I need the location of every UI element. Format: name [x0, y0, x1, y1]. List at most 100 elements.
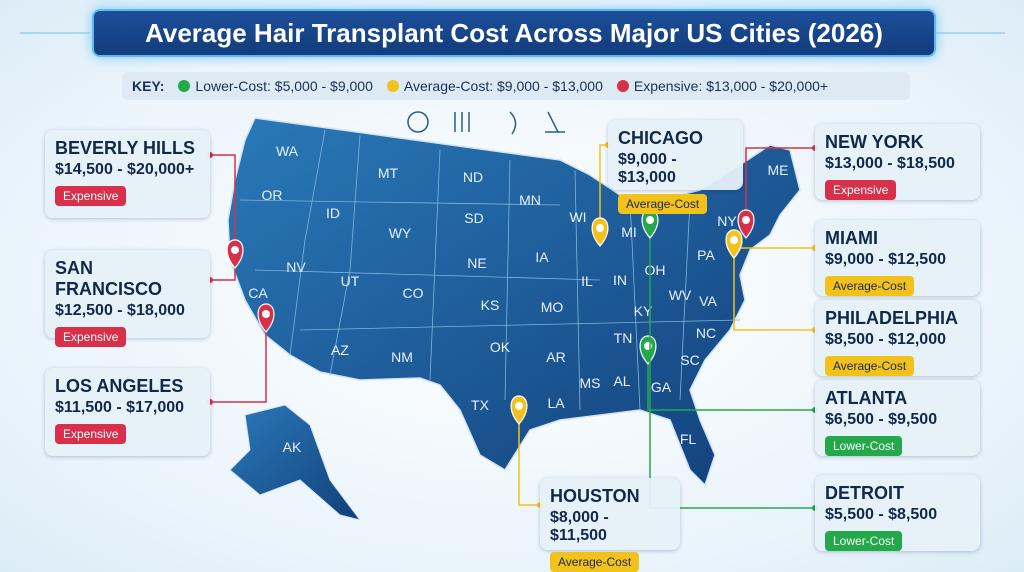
- legend-dot: [178, 80, 191, 92]
- tier-badge: Average-Cost: [550, 552, 640, 572]
- tier-badge: Expensive: [55, 424, 127, 444]
- state-label: NM: [391, 349, 413, 365]
- state-label: NE: [467, 255, 486, 271]
- city-card: PHILADELPHIA $8,500 - $12,000 Average-Cost: [815, 300, 980, 376]
- city-range: $12,500 - $18,000: [55, 302, 185, 319]
- state-label: MT: [378, 165, 399, 181]
- city-card: LOS ANGELES $11,500 - $17,000 Expensive: [45, 368, 210, 456]
- legend-item: Expensive: $13,000 - $20,000+: [616, 78, 829, 94]
- pin-hole: [231, 246, 239, 254]
- state-label: SC: [680, 352, 699, 368]
- state-label: NC: [696, 325, 716, 341]
- state-label: AR: [546, 349, 565, 365]
- state-label: OK: [490, 339, 511, 355]
- pin-hole: [515, 402, 523, 410]
- alaska: [229, 404, 362, 521]
- connector: [210, 268, 236, 281]
- state-label: OH: [645, 262, 666, 278]
- tier-badge: Lower-Cost: [825, 436, 903, 456]
- city-range: $8,500 - $12,000: [825, 331, 946, 348]
- state-label: GA: [651, 379, 672, 395]
- state-label: IL: [581, 273, 593, 289]
- state-label: WA: [276, 143, 299, 159]
- connector: [210, 154, 236, 268]
- legend-item: Average-Cost: $9,000 - $13,000: [386, 78, 603, 94]
- state-label: IA: [535, 249, 549, 265]
- legend-text: Average-Cost: $9,000 - $13,000: [403, 78, 603, 94]
- legend-text: Expensive: $13,000 - $20,000+: [633, 78, 829, 94]
- city-name: HOUSTON: [550, 486, 640, 506]
- pin-hole: [596, 224, 604, 232]
- connector: [745, 147, 815, 238]
- city-card: DETROIT $5,500 - $8,500 Lower-Cost: [815, 475, 980, 551]
- legend-item: Lower-Cost: $5,000 - $9,000: [178, 78, 373, 94]
- legend-label: KEY:: [132, 78, 165, 94]
- state-label: SD: [464, 210, 483, 226]
- city-range: $8,000 - $11,500: [550, 509, 609, 544]
- state-label: TN: [614, 330, 633, 346]
- state-label: MI: [621, 224, 637, 240]
- legend: KEY: Lower-Cost: $5,000 - $9,000 Average-C…: [122, 72, 910, 100]
- pin-hole: [262, 310, 270, 318]
- state-label: FL: [680, 431, 697, 447]
- city-name: MIAMI: [825, 228, 878, 248]
- connector: [210, 332, 267, 403]
- city-range: $5,500 - $8,500: [825, 506, 938, 523]
- tier-badge: Average-Cost: [618, 194, 708, 214]
- state-label: TX: [471, 397, 490, 413]
- icon-row: [407, 111, 565, 135]
- tier-badge: Expensive: [825, 180, 897, 200]
- pin-hole: [644, 342, 652, 350]
- state-label: LA: [547, 395, 565, 411]
- legend-text: Lower-Cost: $5,000 - $9,000: [195, 78, 373, 94]
- state-label: OR: [262, 187, 283, 203]
- state-label: UT: [341, 273, 360, 289]
- tier-badge: Expensive: [55, 186, 127, 206]
- state-label: KS: [481, 297, 500, 313]
- city-range: $11,500 - $17,000: [55, 399, 185, 416]
- state-label: KY: [634, 303, 653, 319]
- city-range: $14,500 - $20,000+: [55, 161, 195, 178]
- city-card: SAN FRANCISCO $12,500 - $18,000 Expensive: [45, 250, 210, 347]
- city-range: $6,500 - $9,500: [825, 411, 938, 428]
- state-label: AL: [613, 373, 630, 389]
- state-label: ND: [463, 169, 483, 185]
- connector: [733, 258, 815, 331]
- pin-hole: [646, 216, 654, 224]
- legend-dot: [386, 80, 399, 92]
- tier-badge: Average-Cost: [825, 356, 915, 376]
- city-name: SAN FRANCISCO: [55, 258, 162, 299]
- city-name: ATLANTA: [825, 388, 908, 408]
- pin-hole: [730, 236, 738, 244]
- state-label: MS: [580, 375, 601, 391]
- city-name: LOS ANGELES: [55, 376, 184, 396]
- city-range: $9,000 - $13,000: [618, 151, 677, 186]
- city-card: MIAMI $9,000 - $12,500 Average-Cost: [815, 220, 980, 296]
- city-card: NEW YORK $13,000 - $18,500 Expensive: [815, 124, 980, 200]
- state-label: CO: [403, 285, 424, 301]
- state-label: ME: [768, 162, 789, 178]
- city-card: BEVERLY HILLS $14,500 - $20,000+ Expensive: [45, 130, 210, 218]
- state-label: AK: [283, 439, 302, 455]
- state-label: MO: [541, 299, 564, 315]
- city-name: CHICAGO: [618, 128, 703, 148]
- city-card: CHICAGO $9,000 - $13,000 Average-Cost: [608, 120, 743, 214]
- connector: [518, 424, 540, 506]
- city-name: DETROIT: [825, 483, 904, 503]
- state-borders: [239, 129, 741, 411]
- state-label: PA: [697, 247, 715, 263]
- state-label: WI: [569, 209, 586, 225]
- state-label: WY: [389, 225, 412, 241]
- city-card: ATLANTA $6,500 - $9,500 Lower-Cost: [815, 380, 980, 456]
- tier-badge: Expensive: [55, 327, 127, 347]
- city-name: NEW YORK: [825, 132, 924, 152]
- state-label: NY: [717, 213, 737, 229]
- city-range: $13,000 - $18,500: [825, 155, 955, 172]
- state-label: ID: [326, 205, 340, 221]
- city-card: HOUSTON $8,000 - $11,500 Average-Cost: [540, 478, 680, 572]
- state-label: IN: [613, 272, 627, 288]
- state-label: CA: [248, 285, 268, 301]
- state-label: VA: [699, 293, 717, 309]
- state-label: AZ: [331, 342, 349, 358]
